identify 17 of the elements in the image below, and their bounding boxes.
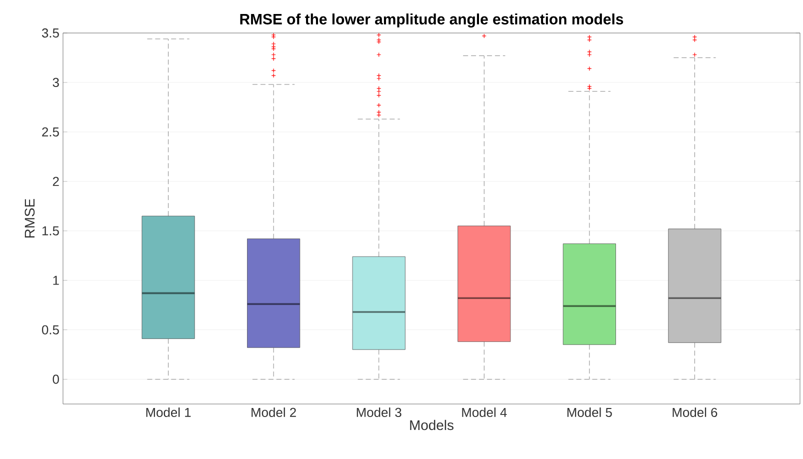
x-tick-label: Model 5 [567, 408, 612, 418]
x-tick-label: Model 3 [356, 408, 402, 418]
y-axis-title: RMSE [24, 198, 35, 238]
x-axis-title: Models [410, 420, 454, 430]
x-tick-label: Model 4 [462, 408, 507, 418]
chart-title: RMSE of the lower amplitude angle estimation models [240, 14, 624, 28]
x-tick-label: Model 2 [252, 408, 296, 418]
x-tick-label: Model 6 [672, 408, 718, 418]
y-tick-label: 1 [53, 276, 59, 285]
y-tick-label: 2 [52, 176, 59, 186]
x-tick-label: Model 1 [146, 408, 191, 418]
y-tick-label: 3.5 [42, 28, 59, 38]
y-tick-label: 2.5 [42, 127, 59, 137]
y-tick-label: 0 [52, 374, 59, 384]
y-tick-label: 0.5 [42, 325, 59, 334]
y-tick-label: 1.5 [42, 226, 59, 236]
y-tick-label: 3 [52, 78, 59, 88]
